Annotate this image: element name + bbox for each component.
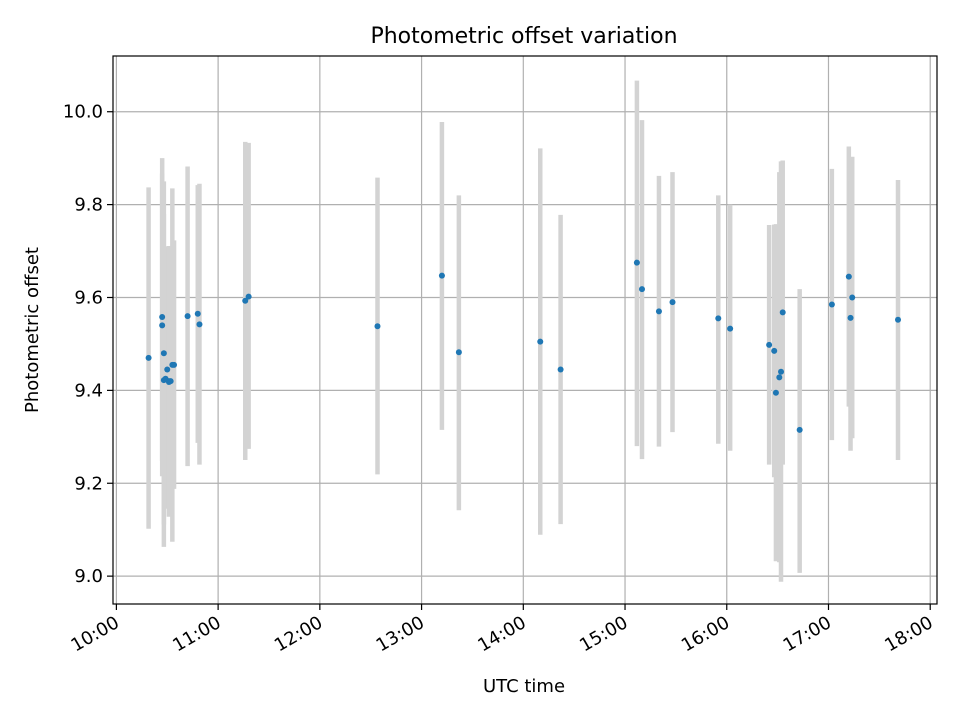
x-axis-ticks: 10:00 11:00 12:00 13:00 14:00 15:00 16:00 17:00… xyxy=(67,604,937,656)
data-point xyxy=(766,341,773,348)
data-point xyxy=(845,273,852,280)
x-tick-label: 17:00 xyxy=(780,612,835,656)
data-point xyxy=(557,366,564,373)
data-point xyxy=(537,338,544,345)
data-point xyxy=(655,308,662,315)
data-point xyxy=(245,293,252,300)
data-points xyxy=(145,259,902,433)
y-tick-label: 9.2 xyxy=(74,473,103,494)
data-point xyxy=(847,314,854,321)
chart-title: Photometric offset variation xyxy=(370,24,677,49)
data-point xyxy=(374,323,381,330)
data-point xyxy=(669,299,676,306)
data-point xyxy=(796,426,803,433)
data-point xyxy=(771,347,778,354)
data-point xyxy=(772,389,779,396)
x-tick-label: 18:00 xyxy=(881,612,936,656)
data-point xyxy=(633,259,640,266)
data-point xyxy=(159,313,166,320)
data-point xyxy=(779,309,786,316)
data-point xyxy=(895,316,902,323)
data-point xyxy=(455,349,462,356)
data-point xyxy=(849,294,856,301)
x-tick-label: 11:00 xyxy=(169,612,224,656)
data-point xyxy=(160,350,167,357)
y-tick-label: 9.4 xyxy=(74,380,103,401)
plot-frame xyxy=(112,55,938,605)
data-point xyxy=(159,322,166,329)
y-axis-ticks: 9.0 9.2 9.4 9.6 9.8 10.0 xyxy=(63,102,113,587)
x-tick-label: 14:00 xyxy=(474,612,529,656)
data-point xyxy=(171,361,178,368)
data-point xyxy=(167,378,174,385)
data-point xyxy=(196,321,203,328)
data-point xyxy=(715,315,722,322)
data-point xyxy=(164,366,171,373)
y-axis-label: Photometric offset xyxy=(22,247,43,413)
data-point xyxy=(778,368,785,375)
data-point xyxy=(828,301,835,308)
x-tick-label: 12:00 xyxy=(271,612,326,656)
y-tick-label: 9.8 xyxy=(74,195,103,216)
x-tick-label: 10:00 xyxy=(67,612,122,656)
x-tick-label: 15:00 xyxy=(576,612,631,656)
data-point xyxy=(776,374,783,381)
data-point xyxy=(438,272,445,279)
data-point xyxy=(727,325,734,332)
data-point xyxy=(242,297,249,304)
data-point xyxy=(184,313,191,320)
y-tick-label: 10.0 xyxy=(63,102,103,123)
x-tick-label: 13:00 xyxy=(373,612,428,656)
x-axis-label: UTC time xyxy=(483,676,565,697)
y-tick-label: 9.0 xyxy=(74,566,103,587)
data-point xyxy=(145,354,152,361)
data-point xyxy=(194,310,201,317)
y-tick-label: 9.6 xyxy=(74,287,103,308)
grid xyxy=(113,56,937,604)
x-tick-label: 16:00 xyxy=(678,612,733,656)
data-point xyxy=(638,286,645,293)
